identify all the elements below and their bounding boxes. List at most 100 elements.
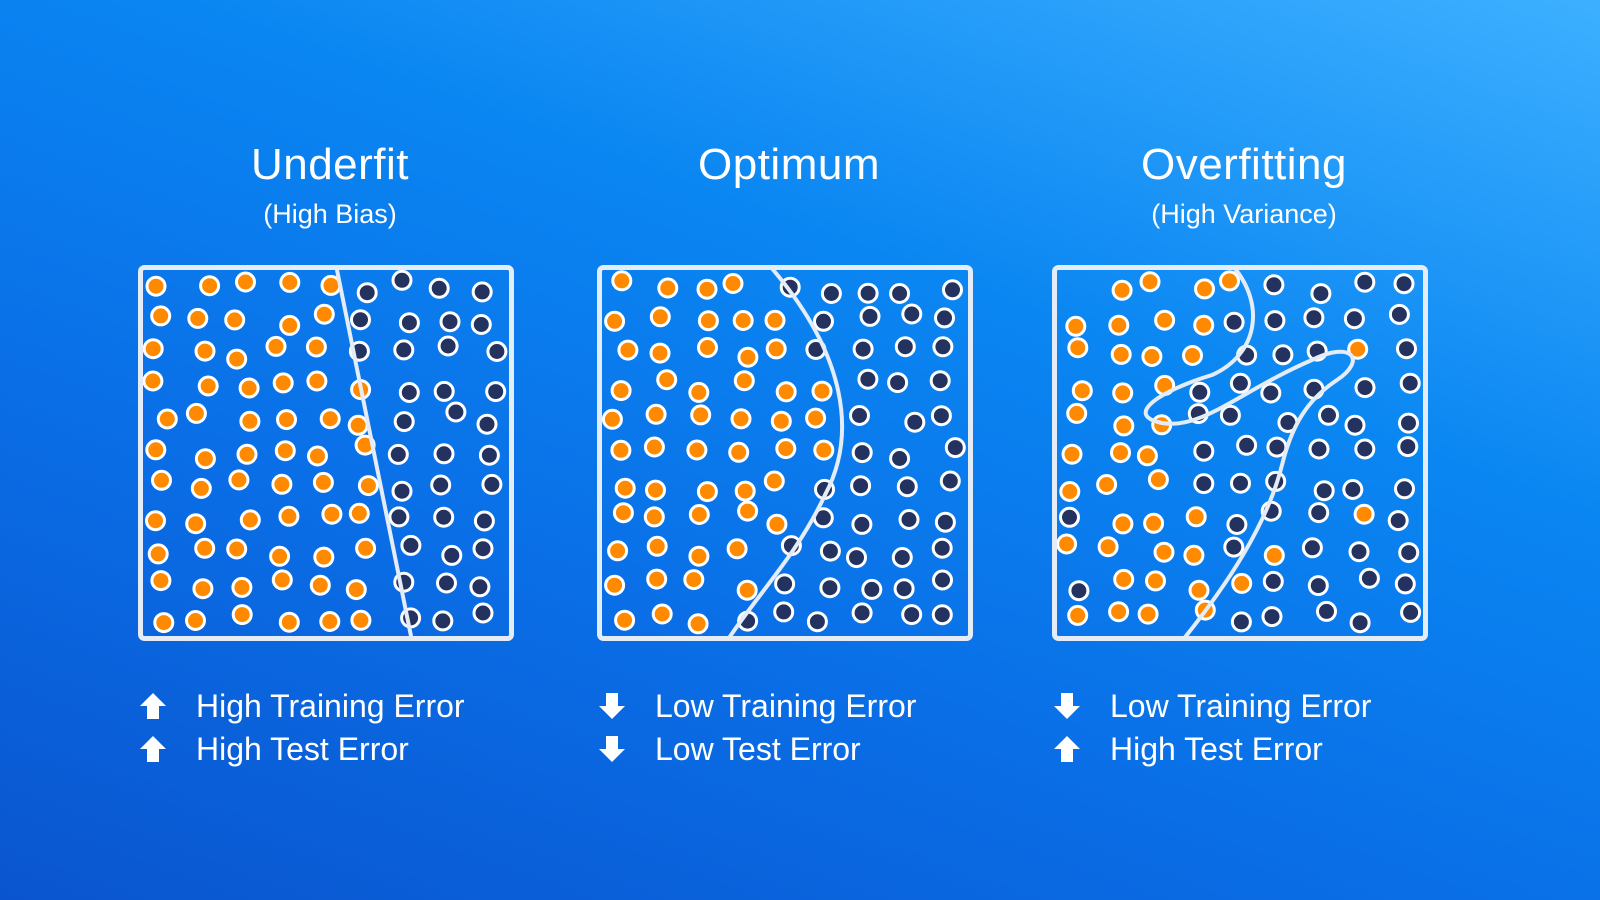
orange-data-point [722,273,744,294]
orange-data-point [1353,503,1375,525]
orange-data-point [726,538,748,560]
orange-data-point [278,611,300,633]
navy-data-point [931,604,953,626]
orange-data-point [645,403,667,425]
orange-data-point [199,275,221,297]
navy-data-point [1263,274,1285,296]
optimum-scatter-plot [597,265,973,641]
orange-data-point [1111,279,1133,301]
navy-data-point [1301,537,1323,559]
orange-data-point [1108,314,1130,336]
navy-data-point [486,341,508,362]
navy-data-point [944,437,966,459]
orange-data-point [142,370,164,392]
navy-data-point [391,480,413,502]
navy-data-point [1230,472,1251,494]
orange-data-point [1219,270,1240,292]
metric-label: Low Training Error [1110,688,1372,724]
metric-row: Low Training Error [597,686,916,726]
underfit-scatter-plot [138,265,514,641]
orange-data-point [1153,541,1175,563]
orange-data-point [194,537,216,559]
navy-data-point [851,442,873,464]
orange-data-point [1193,314,1215,336]
orange-data-point [348,502,370,524]
decision-boundary [1143,265,1355,641]
panel-overfitting: Overfitting (High Variance) Low Training… [1044,0,1444,900]
orange-data-point [1347,338,1369,360]
navy-data-point [1308,502,1330,524]
navy-data-point [939,470,961,492]
orange-data-point [226,348,248,370]
navy-data-point [1318,404,1339,426]
orange-data-point [734,480,756,502]
panel-optimum: Optimum Low Training Error Low Test Erro… [589,0,989,900]
navy-data-point [1223,311,1245,333]
navy-data-point [1348,541,1370,563]
navy-data-point [439,311,461,333]
metric-label: High Training Error [196,688,465,724]
orange-data-point [610,439,632,461]
navy-data-point [393,339,415,361]
orange-data-point [1071,380,1093,402]
navy-data-point [774,573,796,595]
navy-data-point [481,473,503,495]
orange-data-point [1231,572,1253,594]
arrow-up-icon [140,736,166,762]
orange-data-point [274,440,296,462]
orange-data-point [646,535,668,557]
orange-data-point [1067,337,1089,359]
orange-data-point [813,439,835,461]
navy-data-point [1223,536,1245,558]
orange-data-point [306,370,328,392]
navy-data-point [857,282,879,304]
orange-data-point [728,441,750,463]
navy-data-point [889,283,911,304]
orange-data-point [736,579,758,601]
orange-data-point [656,369,678,391]
navy-data-point [851,602,873,624]
navy-data-point [1387,510,1409,532]
orange-data-point [686,439,708,461]
orange-data-point [265,335,287,357]
navy-data-point [931,537,953,559]
metric-label: High Test Error [196,731,409,767]
navy-data-point [1358,567,1380,589]
orange-data-point [145,275,167,297]
navy-data-point [1068,580,1090,602]
orange-data-point [228,469,250,491]
metric-row: High Training Error [138,686,465,726]
navy-data-point [1189,381,1211,403]
arrow-down-icon [599,693,625,719]
navy-data-point [852,338,874,360]
navy-data-point [857,368,879,390]
navy-data-point [1398,412,1419,434]
panel-title: Overfitting [1140,140,1347,189]
panel-subtitle: (High Bias) [263,199,397,229]
navy-data-point [428,277,450,299]
navy-data-point [1354,377,1376,399]
navy-data-point [388,506,410,528]
orange-data-point [276,409,297,431]
navy-data-point [901,604,923,626]
orange-data-point [347,414,369,436]
navy-data-point [356,282,378,304]
plot-frame [1052,265,1428,641]
orange-data-point [151,469,172,491]
decision-boundary [725,265,845,641]
navy-data-point [1310,283,1332,305]
navy-data-point [859,305,881,327]
orange-data-point [1154,309,1176,331]
orange-data-point [1139,271,1161,293]
navy-data-point [1342,479,1364,500]
orange-data-point [610,380,632,402]
navy-data-point [861,578,883,600]
metric-label: Low Test Error [655,731,861,767]
arrow-down-icon [1054,693,1080,719]
navy-data-point [1262,570,1284,592]
navy-data-point [934,307,955,329]
navy-data-point [350,309,371,331]
navy-data-point [433,380,455,402]
orange-data-point [688,381,710,403]
orange-data-point [737,346,759,368]
